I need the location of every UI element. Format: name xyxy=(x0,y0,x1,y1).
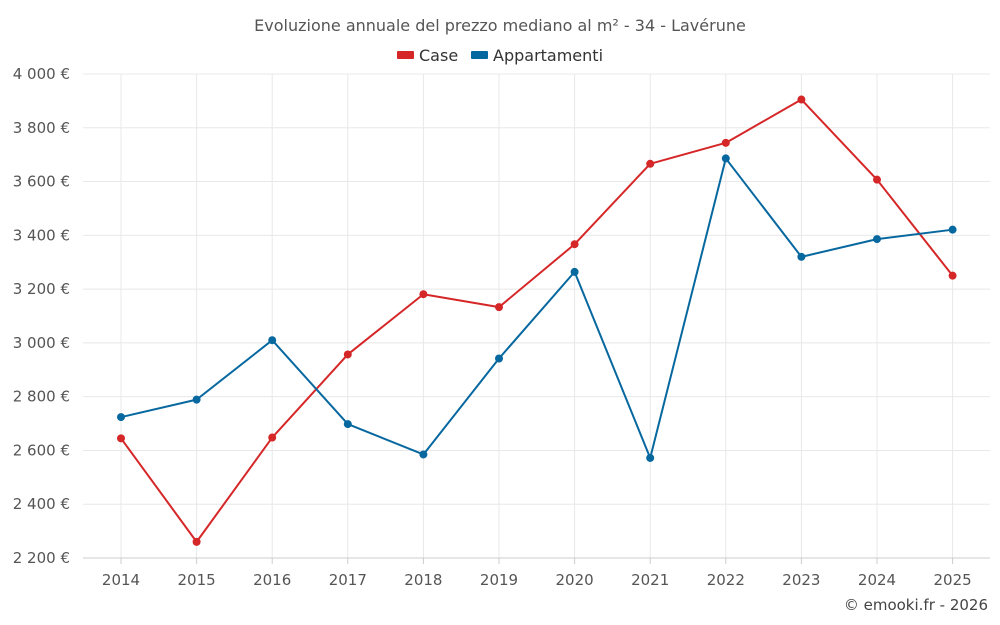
data-point-appartamenti[interactable] xyxy=(117,413,125,422)
data-point-case[interactable] xyxy=(419,290,428,299)
legend-swatch-appartamenti xyxy=(471,51,488,59)
data-point-appartamenti[interactable] xyxy=(419,450,428,459)
x-tick-label: 2025 xyxy=(934,571,972,589)
data-point-case[interactable] xyxy=(268,433,277,442)
y-tick-label: 2 200 € xyxy=(13,549,70,567)
data-point-case[interactable] xyxy=(873,175,881,184)
x-tick-label: 2018 xyxy=(404,571,442,589)
y-tick-label: 4 000 € xyxy=(13,65,70,83)
y-tick-label: 3 400 € xyxy=(13,226,70,244)
chart-title: Evoluzione annuale del prezzo mediano al… xyxy=(254,16,746,35)
data-point-case[interactable] xyxy=(797,95,806,104)
y-tick-label: 2 600 € xyxy=(13,441,70,459)
data-point-appartamenti[interactable] xyxy=(495,354,503,363)
x-tick-label: 2016 xyxy=(253,571,291,589)
legend-swatch-case xyxy=(397,51,414,59)
legend-label-case: Case xyxy=(419,46,458,65)
x-tick-label: 2021 xyxy=(631,571,669,589)
data-point-appartamenti[interactable] xyxy=(721,154,730,163)
data-point-appartamenti[interactable] xyxy=(343,420,352,429)
data-point-appartamenti[interactable] xyxy=(948,225,957,234)
x-tick-label: 2014 xyxy=(102,571,140,589)
credit-text: © emooki.fr - 2026 xyxy=(844,596,988,614)
data-point-appartamenti[interactable] xyxy=(268,336,277,345)
data-point-appartamenti[interactable] xyxy=(646,453,655,462)
data-point-appartamenti[interactable] xyxy=(192,395,201,404)
y-tick-label: 2 800 € xyxy=(13,388,70,406)
series-group xyxy=(117,95,957,546)
x-tick-label: 2023 xyxy=(782,571,820,589)
y-tick-label: 3 800 € xyxy=(13,119,70,137)
y-tick-label: 3 600 € xyxy=(13,173,70,191)
data-point-appartamenti[interactable] xyxy=(797,252,806,261)
data-point-case[interactable] xyxy=(570,240,579,249)
series-line-case xyxy=(120,98,954,543)
x-tick-label: 2019 xyxy=(480,571,518,589)
data-point-case[interactable] xyxy=(495,303,503,312)
y-tick-label: 2 400 € xyxy=(13,495,70,513)
data-point-case[interactable] xyxy=(192,537,201,546)
x-axis: 2014 2015 2016 2017 2018 2019 2020 2021 2022 2023… xyxy=(83,557,990,589)
data-point-case[interactable] xyxy=(117,434,125,443)
x-tick-label: 2020 xyxy=(556,571,594,589)
x-tick-label: 2015 xyxy=(178,571,216,589)
x-tick-label: 2022 xyxy=(707,571,745,589)
data-point-case[interactable] xyxy=(948,271,957,280)
x-tick-label: 2017 xyxy=(329,571,367,589)
y-tick-label: 3 000 € xyxy=(13,334,70,352)
series-line-appartamenti xyxy=(120,157,954,459)
x-tick-label: 2024 xyxy=(858,571,896,589)
data-point-case[interactable] xyxy=(646,159,655,168)
legend-label-appartamenti: Appartamenti xyxy=(493,46,603,65)
data-point-appartamenti[interactable] xyxy=(570,267,579,276)
legend: Case Appartamenti xyxy=(397,46,603,65)
data-point-case[interactable] xyxy=(343,350,352,359)
y-axis: 2 200 € 2 400 € 2 600 € 2 800 € 3 000 € 3 200… xyxy=(13,65,70,567)
grid xyxy=(83,73,990,559)
y-tick-label: 3 200 € xyxy=(13,280,70,298)
data-point-case[interactable] xyxy=(721,138,730,147)
data-point-appartamenti[interactable] xyxy=(873,235,881,244)
